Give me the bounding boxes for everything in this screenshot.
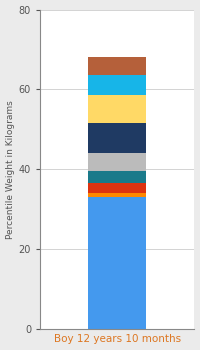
Bar — [88, 123, 146, 153]
Bar — [88, 197, 146, 329]
Bar — [88, 153, 146, 171]
Bar — [88, 183, 146, 193]
X-axis label: Boy 12 years 10 months: Boy 12 years 10 months — [54, 335, 181, 344]
Bar — [88, 75, 146, 96]
Bar — [88, 96, 146, 123]
Bar — [88, 57, 146, 75]
Y-axis label: Percentile Weight in Kilograms: Percentile Weight in Kilograms — [6, 100, 15, 239]
Bar — [88, 171, 146, 183]
Bar — [88, 193, 146, 197]
